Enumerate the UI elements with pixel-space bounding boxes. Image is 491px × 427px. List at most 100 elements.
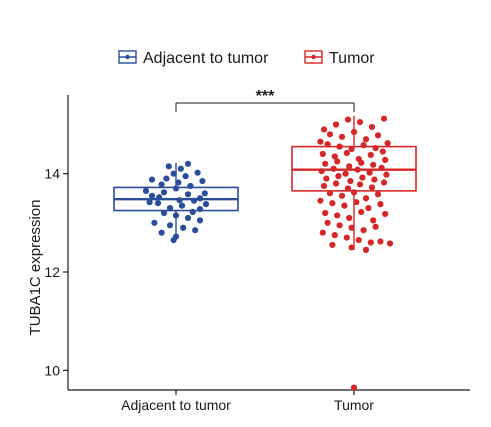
legend-label: Tumor <box>329 50 375 67</box>
data-point <box>386 240 394 247</box>
data-point <box>344 185 352 192</box>
data-point <box>368 123 376 131</box>
data-point <box>354 166 361 173</box>
data-point <box>326 190 334 197</box>
data-point <box>346 214 353 222</box>
data-point <box>324 141 331 148</box>
y-tick-label: 12 <box>44 264 60 280</box>
data-point <box>158 181 165 188</box>
data-point <box>146 199 153 206</box>
data-point <box>370 161 377 168</box>
data-point <box>158 229 165 236</box>
data-point <box>177 165 184 172</box>
data-point <box>331 232 338 239</box>
data-point <box>184 191 192 198</box>
data-point <box>320 182 328 190</box>
data-point <box>334 212 341 219</box>
data-point <box>332 180 340 187</box>
data-point <box>374 191 382 198</box>
data-point <box>368 184 376 191</box>
data-point <box>336 222 343 229</box>
data-point <box>358 208 365 216</box>
data-point <box>317 138 324 145</box>
data-point <box>344 116 352 123</box>
data-point <box>356 181 364 188</box>
data-point <box>154 200 162 207</box>
data-point <box>189 208 196 216</box>
data-points <box>142 115 394 391</box>
data-point <box>156 194 163 201</box>
data-point <box>326 131 334 138</box>
data-point <box>356 118 364 126</box>
data-point <box>355 236 362 244</box>
data-point <box>320 126 328 133</box>
x-tick-label: Adjacent to tumor <box>121 397 231 413</box>
data-point <box>324 219 331 226</box>
y-tick-label: 10 <box>44 362 60 378</box>
data-point <box>331 153 338 160</box>
data-point <box>362 136 370 143</box>
data-point <box>165 163 172 170</box>
y-axis-title: TUBA1C expression <box>27 200 44 336</box>
data-point <box>163 175 170 182</box>
data-point <box>362 246 370 253</box>
data-point <box>382 210 389 218</box>
data-point <box>353 199 360 206</box>
x-tick-label: Tumor <box>334 397 374 413</box>
data-point <box>374 132 382 139</box>
data-point <box>348 224 355 231</box>
legend-swatch-point <box>125 54 130 60</box>
data-point <box>199 177 206 185</box>
data-point <box>196 217 204 224</box>
data-point <box>341 202 348 209</box>
data-point <box>372 223 379 230</box>
data-point <box>160 189 168 196</box>
significance-annotation: *** <box>175 88 355 112</box>
data-point <box>367 239 374 246</box>
data-point <box>330 165 337 172</box>
data-point <box>319 229 326 236</box>
data-point <box>170 236 177 244</box>
data-point <box>384 140 391 147</box>
significance-label: *** <box>256 88 275 105</box>
data-point <box>172 212 180 219</box>
data-point <box>343 149 350 157</box>
data-point <box>371 176 378 183</box>
data-point <box>332 121 340 128</box>
data-point <box>338 192 346 199</box>
data-point <box>377 238 384 245</box>
data-point <box>194 169 201 176</box>
data-point <box>170 170 177 177</box>
data-point <box>347 177 354 185</box>
data-point <box>323 175 330 182</box>
data-point <box>362 195 370 202</box>
data-point <box>184 160 192 167</box>
data-point <box>343 234 350 241</box>
data-point <box>380 179 388 186</box>
data-point <box>370 217 377 224</box>
legend-swatch-point <box>311 54 316 60</box>
data-point <box>348 244 355 251</box>
data-point <box>148 192 156 199</box>
data-point <box>359 174 366 181</box>
data-point <box>350 189 358 196</box>
data-point <box>367 151 374 159</box>
data-point <box>187 182 194 190</box>
data-point <box>358 159 365 166</box>
data-point <box>180 224 187 231</box>
data-point <box>350 384 358 391</box>
data-point <box>322 209 329 217</box>
data-point <box>360 227 367 234</box>
data-point <box>378 164 385 171</box>
data-point <box>202 201 210 208</box>
data-point <box>201 190 208 197</box>
data-point <box>380 115 388 122</box>
data-point <box>335 173 342 180</box>
data-point <box>334 158 341 165</box>
data-point <box>377 201 384 208</box>
data-point <box>319 150 326 158</box>
data-point <box>182 173 189 180</box>
data-point <box>166 222 174 229</box>
y-tick-label: 14 <box>44 166 60 182</box>
